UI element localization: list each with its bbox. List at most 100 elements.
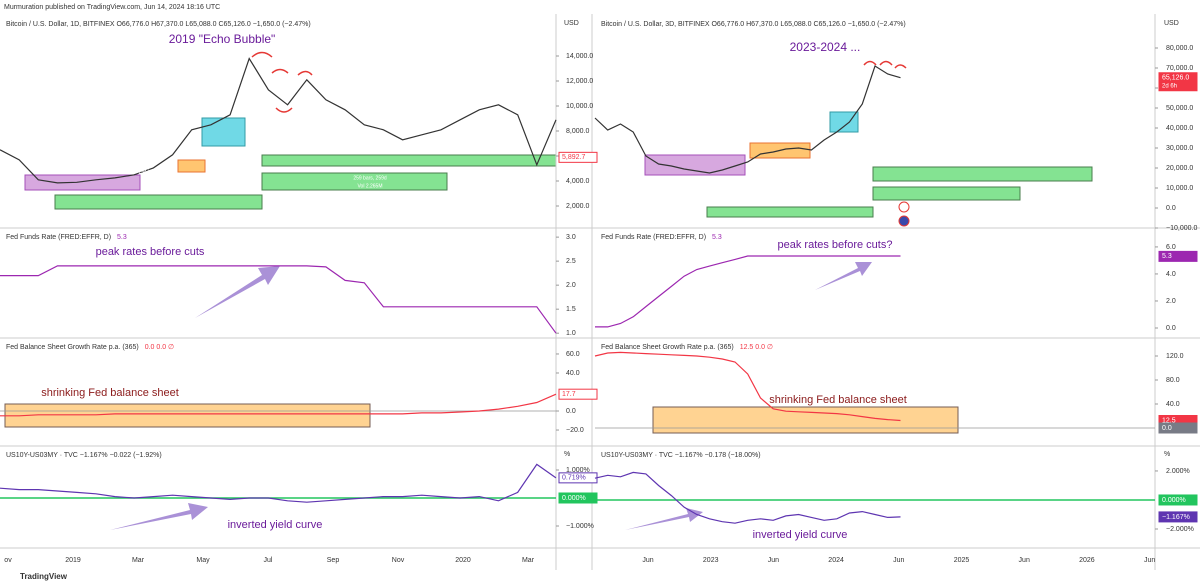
y-tick-label: 1.000%	[566, 467, 590, 474]
x-tick-label: 2025	[954, 557, 970, 564]
annotation: peak rates before cuts?	[778, 239, 893, 251]
y-tick-label: 70,000.0	[1166, 65, 1193, 72]
annotation: shrinking Fed balance sheet	[41, 387, 179, 399]
x-tick-label: 2023	[703, 557, 719, 564]
y-tick-label: 12,000.0	[566, 78, 593, 85]
axis-unit: USD	[1164, 20, 1179, 27]
x-tick-label: Mar	[132, 557, 145, 564]
y-tick-label: 40.0	[1166, 401, 1180, 408]
measure-label: 213 bars, 639d	[963, 142, 997, 148]
price-tag-label: 0.000%	[1162, 497, 1186, 504]
price-tag-label: 12.5	[1162, 417, 1176, 424]
y-tick-label: 30,000.0	[1166, 145, 1193, 152]
x-tick-label: Jun	[642, 557, 653, 564]
measure-label: Vol 2.460M	[142, 179, 167, 185]
y-tick-label: 120.0	[1166, 353, 1184, 360]
pane-title: Fed Funds Rate (FRED:EFFR, D)	[6, 234, 111, 241]
price-tag	[558, 388, 598, 400]
y-tick-label: 0.0	[1166, 205, 1176, 212]
x-tick-label: Jun	[768, 557, 779, 564]
price-tag	[558, 492, 598, 504]
price-tag	[1158, 494, 1198, 506]
price-tag-label: 5,892.7	[562, 154, 585, 161]
price-tag-label: −1.167%	[1162, 514, 1190, 521]
y-tick-label: 8,000.0	[566, 128, 589, 135]
x-tick-label: Jul	[264, 557, 273, 564]
annotation: 2019 "Echo Bubble"	[169, 32, 276, 46]
y-tick-label: −1.000%	[566, 523, 594, 530]
series-line	[595, 255, 901, 328]
y-tick-label: 80,000.0	[1166, 45, 1193, 52]
y-tick-label: 4.0	[1166, 271, 1176, 278]
series-line	[0, 265, 557, 334]
annotation: 2023-2024 ...	[790, 40, 861, 54]
price-tag	[558, 151, 598, 163]
series-line	[594, 65, 901, 174]
price-tag-label: 65,126.0	[1162, 75, 1189, 82]
y-tick-label: 50,000.0	[1166, 105, 1193, 112]
y-tick-label: 1.0	[566, 330, 576, 337]
x-tick-label: Jun	[1144, 557, 1155, 564]
drawings	[4, 51, 1093, 530]
pane-title-value: 5.3	[117, 234, 127, 241]
axis-unit: USD	[564, 20, 579, 27]
measure-label: Vol 141.411K	[965, 152, 995, 158]
y-tick-label: 2,000.0	[566, 203, 589, 210]
measure-label: 174 bars, 174d	[338, 197, 372, 203]
x-tick-label: 2019	[65, 557, 81, 564]
price-tag	[1158, 511, 1198, 523]
x-tick-label: 2026	[1079, 557, 1095, 564]
series-line	[0, 57, 557, 184]
x-tick-label: May	[196, 557, 210, 564]
y-tick-label: 2.000%	[1166, 468, 1190, 475]
y-tick-label: 3.0	[566, 234, 576, 241]
axis-unit: %	[1164, 451, 1170, 458]
x-tick-label: Jun	[1019, 557, 1030, 564]
y-tick-label: 0.0	[566, 408, 576, 415]
price-tag	[1158, 72, 1198, 92]
price-tag-label: 0.000%	[562, 495, 586, 502]
measure-label: Vol 835.338K	[775, 193, 805, 199]
pane-title: Fed Funds Rate (FRED:EFFR, D)	[601, 234, 706, 241]
y-tick-label: −20.0	[566, 427, 584, 434]
axis-unit: %	[564, 451, 570, 458]
annotation: shrinking Fed balance sheet	[769, 394, 907, 406]
price-tag-countdown: 2d 6h	[1162, 83, 1177, 89]
measure-label: 160 bars, 478d	[773, 184, 807, 190]
y-tick-label: −2.000%	[1166, 526, 1194, 533]
y-tick-label: 10,000.0	[1166, 185, 1193, 192]
x-tick-label: Jun	[893, 557, 904, 564]
x-tick-label: 2020	[455, 557, 471, 564]
measure-label: 259 bars, 259d	[353, 175, 387, 181]
y-tick-label: 1.5	[566, 306, 576, 313]
series-line	[0, 463, 557, 503]
price-tag-label: 0.719%	[562, 475, 586, 482]
pane-title: Fed Balance Sheet Growth Rate p.a. (365)	[601, 344, 734, 351]
y-tick-label: 20,000.0	[1166, 165, 1193, 172]
measure-label: 194 bars, 194d	[138, 169, 172, 175]
series-line	[594, 471, 901, 524]
measure-label: Vol 1.583M	[342, 207, 367, 213]
annotation: inverted yield curve	[753, 529, 848, 541]
footer: TradingView	[20, 572, 68, 581]
pane-title: US10Y-US03MY · TVC −1.167% −0.022 (−1.92…	[6, 452, 162, 459]
y-tick-label: 0.0	[1166, 325, 1176, 332]
pane-title-value: 5.3	[712, 234, 722, 241]
pane-title-value: 12.5 0.0 ∅	[740, 344, 773, 351]
x-tick-label: ov	[4, 557, 12, 564]
x-tick-label: Sep	[327, 557, 340, 564]
price-tag	[1158, 250, 1198, 262]
pane-title: US10Y-US03MY · TVC −1.167% −0.178 (−18.0…	[601, 452, 761, 459]
x-tick-label: Mar	[522, 557, 535, 564]
measure-label: Vol 2.265M	[357, 183, 382, 189]
y-tick-label: 14,000.0	[566, 53, 593, 60]
annotation: inverted yield curve	[228, 519, 323, 531]
annotation: peak rates before cuts	[96, 246, 205, 258]
pane-title: Bitcoin / U.S. Dollar, 1D, BITFINEX O66,…	[6, 21, 311, 28]
price-tag	[1158, 422, 1198, 434]
y-tick-label: 60.0	[566, 351, 580, 358]
y-tick-label: 80.0	[1166, 377, 1180, 384]
y-tick-label: −10,000.0	[1166, 225, 1197, 232]
y-tick-label: 40.0	[566, 370, 580, 377]
y-tick-label: 2.0	[1166, 298, 1176, 305]
